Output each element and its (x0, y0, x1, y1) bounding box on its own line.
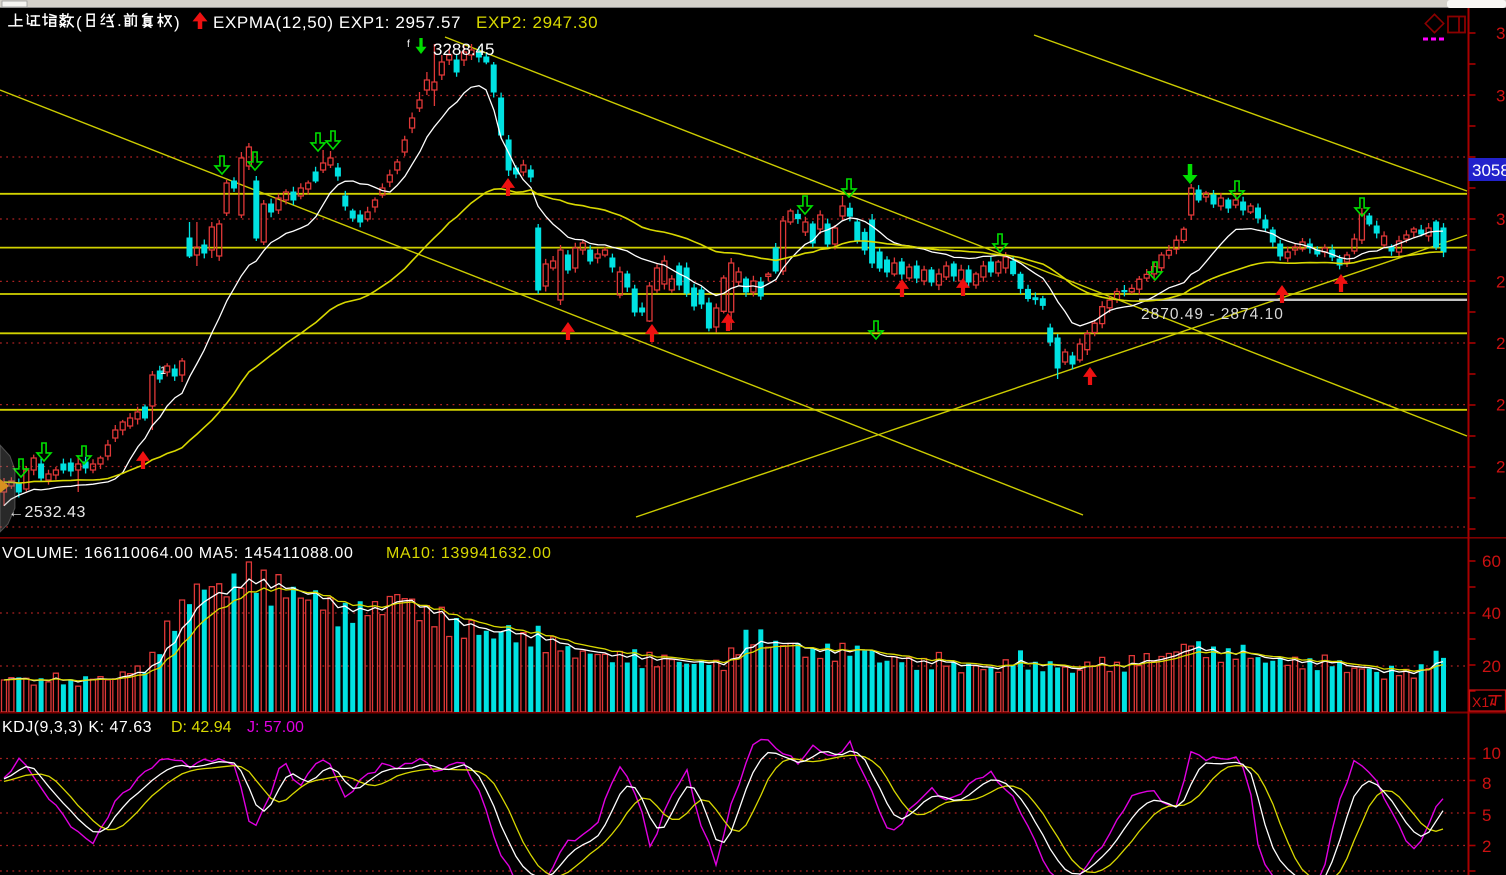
svg-text:3: 3 (1496, 87, 1505, 106)
svg-text:KDJ(9,3,3) K: 47.63: KDJ(9,3,3) K: 47.63 (2, 719, 152, 736)
svg-text:2: 2 (1496, 458, 1505, 477)
svg-text:60: 60 (1482, 552, 1501, 571)
svg-text:2: 2 (1482, 837, 1491, 856)
svg-text:5: 5 (1482, 806, 1491, 825)
svg-text:3: 3 (1496, 210, 1505, 229)
svg-text:MA10: 139941632.00: MA10: 139941632.00 (386, 545, 552, 562)
svg-text:20: 20 (1482, 657, 1501, 676)
svg-text:2: 2 (1496, 334, 1505, 353)
svg-text:f: f (407, 39, 410, 50)
svg-text:D: 42.94: D: 42.94 (171, 719, 232, 736)
svg-text:1: 1 (160, 365, 166, 377)
svg-text:40: 40 (1482, 604, 1501, 623)
svg-text:3058.7: 3058.7 (1472, 161, 1506, 180)
svg-text:EXP2: 2947.30: EXP2: 2947.30 (476, 13, 598, 32)
svg-text:.: . (117, 11, 122, 30)
svg-text:3288.45: 3288.45 (433, 40, 494, 59)
svg-text:2870.49 - 2874.10: 2870.49 - 2874.10 (1141, 306, 1284, 323)
svg-text:2: 2 (1496, 396, 1505, 415)
svg-text:X1: X1 (1472, 694, 1489, 710)
svg-text:2: 2 (1496, 272, 1505, 291)
svg-text:3: 3 (1496, 24, 1505, 43)
svg-text:10: 10 (1482, 744, 1501, 763)
svg-text:): ) (174, 13, 180, 32)
svg-text:←2532.43: ←2532.43 (8, 504, 86, 521)
svg-text:J: 57.00: J: 57.00 (247, 719, 304, 736)
svg-text:EXPMA(12,50) EXP1: 2957.57: EXPMA(12,50) EXP1: 2957.57 (213, 13, 461, 32)
svg-text:8: 8 (1482, 774, 1491, 793)
svg-text:VOLUME: 166110064.00 MA5: 145: VOLUME: 166110064.00 MA5: 145411088.00 (2, 545, 354, 562)
svg-text:(: ( (76, 13, 82, 32)
